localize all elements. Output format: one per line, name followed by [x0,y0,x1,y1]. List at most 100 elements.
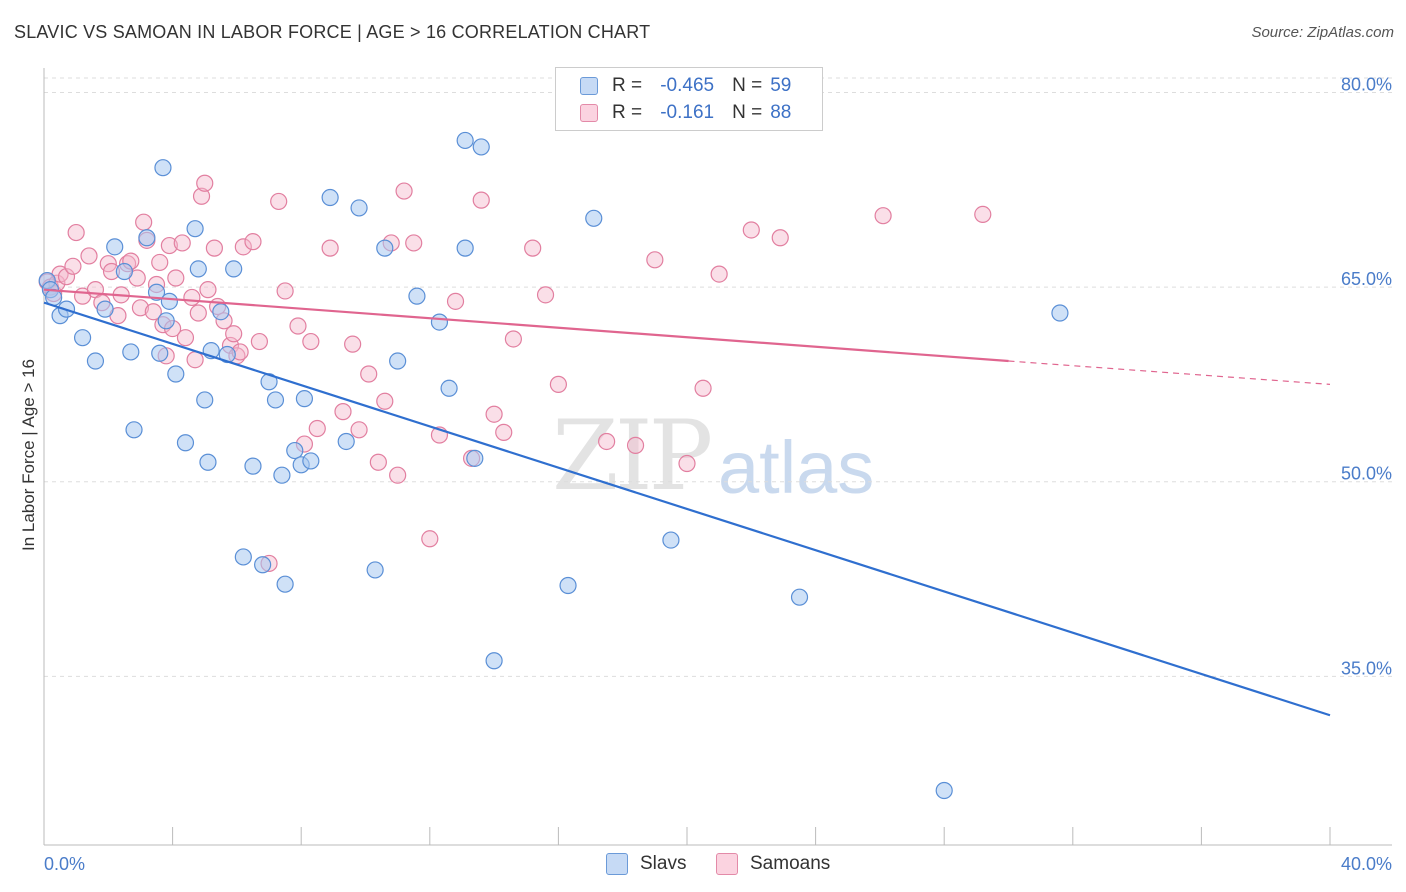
samoans-point [421,530,439,548]
samoans-point [270,192,288,211]
slavs-point [154,159,172,177]
slavs-point [485,652,503,670]
slavs-point [176,434,195,452]
slavs-point [790,588,809,606]
y-axis-label: In Labor Force | Age > 16 [19,359,38,551]
bottom-legend-slavs: Slavs [606,852,686,876]
source-label: Source: ZipAtlas.com [1251,24,1394,41]
legend-n-value: 88 [770,102,792,123]
slavs-point [585,209,603,227]
slavs-point [350,199,368,217]
slavs-point [167,365,185,383]
slavs-point [86,352,105,370]
samoans-point [176,329,195,347]
slavs-point [199,453,217,471]
samoans-point [495,423,513,441]
samoans-points [38,105,992,573]
samoans-point [321,239,339,257]
bottom-legend-label-slavs: Slavs [640,853,687,874]
samoans-point [189,304,207,322]
bottom-legend-label-samoans: Samoans [750,853,831,874]
legend-n-label: N = [732,102,763,123]
samoans-point [276,282,294,300]
slavs-points [38,131,1069,800]
samoans-point [135,213,153,231]
legend-n-label: N = [732,75,763,96]
slavs-point [935,781,953,800]
slavs-point [366,561,384,579]
samoans-point [710,265,728,283]
samoans-trend-extension [1008,360,1331,385]
slavs-point [122,343,140,361]
samoans-point [196,174,214,192]
slavs-point [196,391,214,409]
samoans-point [405,234,423,252]
samoans-point [344,335,362,353]
samoans-point [549,375,568,393]
legend-r-value: -0.161 [660,102,715,123]
samoans-point [225,325,243,343]
slavs-point [389,352,407,370]
x-tick-label-min: 0.0% [44,854,85,874]
legend-r-label: R = [612,75,643,96]
samoans-point [160,236,178,255]
samoans-point [369,453,387,471]
slavs-point [456,131,474,150]
bottom-legend-swatch-samoans [716,853,738,875]
samoans-point [694,379,712,397]
slavs-point [430,313,449,331]
slavs-point [273,466,291,484]
legend-r-value: -0.465 [660,75,715,96]
chart-title: SLAVIC VS SAMOAN IN LABOR FORCE | AGE > … [14,22,651,42]
samoans-point [199,281,217,299]
samoans-point [151,253,169,272]
samoans-point [472,191,490,209]
slavs-point [295,390,314,408]
samoans-point [334,403,352,421]
samoans-point [234,238,252,256]
samoans-point [678,454,696,473]
samoans-point [376,392,394,410]
legend-swatch-slavs [580,77,598,95]
slavs-point [321,188,339,207]
y-tick-label: 50.0% [1341,464,1392,484]
slavs-point [376,239,394,257]
samoans-point [360,365,378,383]
slavs-point [212,303,230,321]
legend-row-samoans: R = -0.161 N = 88 [580,100,791,126]
slavs-point [302,452,320,470]
slavs-point [466,449,484,467]
trend-lines [43,288,1331,717]
samoans-point [173,234,191,252]
slavs-point [266,391,285,409]
legend-n-value: 59 [770,75,792,96]
samoans-point [308,419,326,438]
slavs-point [147,283,166,301]
legend-r-label: R = [612,102,643,123]
slavs-point [106,238,124,256]
slavs-point [160,292,178,310]
legend-row-slavs: R = -0.465 N = 59 [580,73,791,99]
slavs-point [472,138,490,156]
slavs-point [73,329,92,347]
samoans-point [646,251,664,269]
slavs-point [456,239,474,257]
samoans-point [131,299,150,317]
bottom-legend-swatch-slavs [606,853,628,875]
slavs-point [254,556,272,574]
x-tick-label-max: 40.0% [1341,854,1392,874]
samoans-point [144,303,162,321]
slavs-point [1051,304,1069,322]
samoans-point [250,332,269,351]
y-tick-label: 65.0% [1341,269,1392,289]
bottom-legend-samoans: Samoans [716,852,830,876]
slavs-point [186,220,204,238]
slavs-trend-line [43,301,1331,717]
stats-legend: R = -0.465 N = 59 R = -0.161 N = 88 [555,67,823,131]
grid-lines [44,77,1392,677]
slavs-point [189,260,207,278]
slavs-point [337,432,355,451]
slavs-point [244,457,262,475]
slavs-point [234,548,252,566]
samoans-point [874,207,892,225]
